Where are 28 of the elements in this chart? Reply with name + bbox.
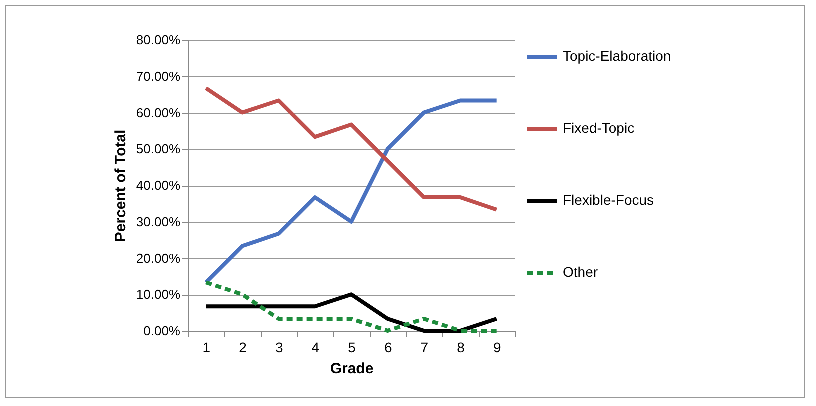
y-tick-label: 50.00%	[136, 142, 181, 157]
legend-label: Topic-Elaboration	[563, 48, 672, 64]
x-tick-label: 7	[420, 340, 429, 356]
x-tick-label: 2	[239, 340, 248, 356]
y-tick-label: 70.00%	[136, 68, 181, 84]
y-tick-label: 0.00%	[144, 324, 181, 338]
y-tick-label: 10.00%	[136, 287, 181, 302]
legend-label: Other	[563, 264, 598, 280]
y-tick-label: 80.00%	[136, 32, 181, 48]
line-series	[204, 292, 499, 333]
line-series	[204, 98, 499, 285]
y-tick-label: 40.00%	[136, 178, 181, 193]
line-series	[204, 86, 499, 212]
x-tick-label: 8	[457, 340, 466, 356]
y-tick-label: 20.00%	[136, 250, 181, 266]
x-tick-label: 5	[348, 340, 356, 356]
x-tick-label: 1	[202, 340, 211, 356]
y-tick-label: 30.00%	[136, 214, 181, 230]
x-tick-label: 4	[312, 340, 320, 356]
x-tick-label: 6	[384, 340, 392, 356]
legend-label: Fixed-Topic	[563, 120, 635, 136]
y-tick-label: 60.00%	[136, 105, 181, 120]
legend-label: Flexible-Focus	[563, 192, 654, 208]
x-tick-label: 3	[275, 340, 284, 356]
y-axis-title: Percent of Total	[112, 130, 130, 242]
x-axis-title: Grade	[330, 360, 374, 378]
line-series	[204, 280, 499, 333]
x-tick-label: 9	[493, 340, 502, 356]
